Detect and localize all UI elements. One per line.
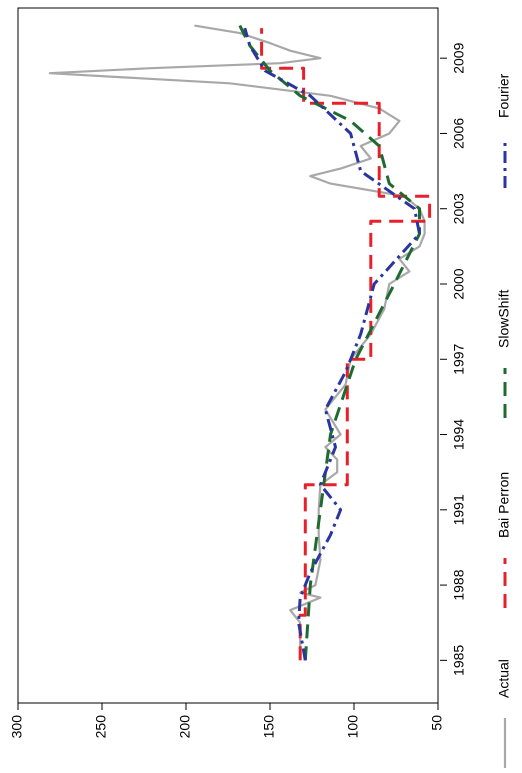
series-line bbox=[48, 24, 426, 661]
series-line bbox=[243, 27, 421, 661]
legend-label: Bai Perron bbox=[496, 472, 512, 538]
y-tick-label: 50 bbox=[429, 715, 445, 731]
rotated-plot: 50 100 150 200 250 300 1985 1988 1991 1994 1997 200… bbox=[9, 7, 512, 768]
series-line bbox=[238, 24, 421, 661]
x-tick-label: 1988 bbox=[451, 569, 467, 600]
x-tick-label: 1985 bbox=[451, 645, 467, 676]
legend-label: Actual bbox=[496, 659, 512, 698]
y-tick-label: 150 bbox=[261, 715, 277, 739]
x-tick-label: 1994 bbox=[451, 419, 467, 450]
y-tick-label: 300 bbox=[9, 715, 25, 739]
x-tick-label: 2006 bbox=[451, 118, 467, 149]
x-tick-label: 1997 bbox=[451, 343, 467, 374]
y-tick-label: 100 bbox=[345, 715, 361, 739]
series-line bbox=[260, 28, 432, 661]
x-tick-label: 1991 bbox=[451, 494, 467, 525]
x-tick-label: 2009 bbox=[451, 42, 467, 73]
legend-label: Fourier bbox=[496, 73, 512, 118]
legend-label: SlowShift bbox=[496, 290, 512, 348]
y-tick-label: 250 bbox=[93, 715, 109, 739]
y-tick-label: 200 bbox=[177, 715, 193, 739]
plot-frame bbox=[17, 7, 439, 704]
x-tick-label: 2000 bbox=[451, 268, 467, 299]
x-tick-label: 2003 bbox=[451, 193, 467, 224]
